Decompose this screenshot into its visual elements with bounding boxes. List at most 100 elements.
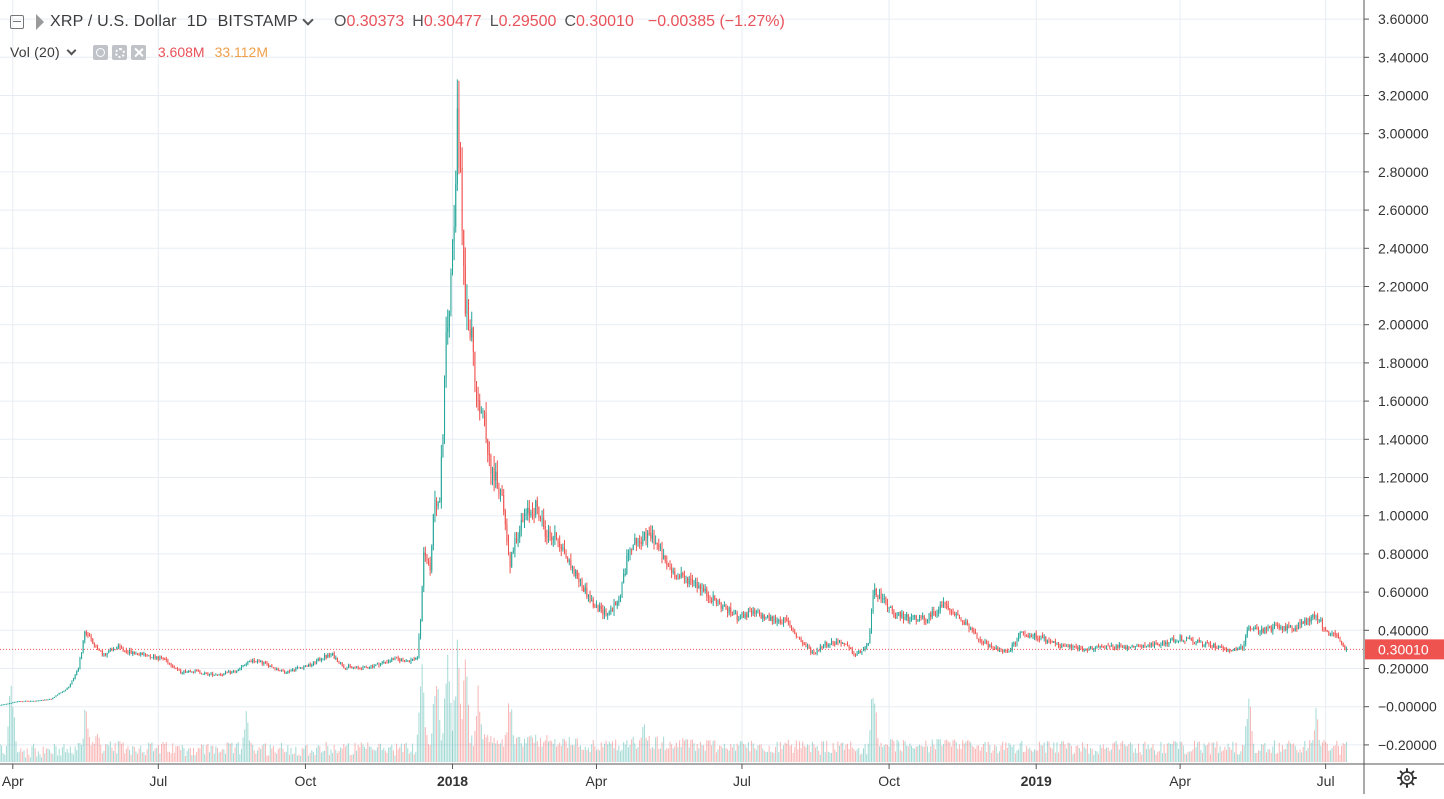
candle-body — [1094, 647, 1096, 650]
time-axis[interactable]: Apr Jul Oct 2018 Apr Jul Oct 2019 Apr Jul — [2, 764, 1335, 789]
candle-body — [133, 651, 135, 655]
volume-bar — [149, 744, 151, 762]
volume-bar — [922, 746, 924, 762]
volume-bar — [631, 739, 633, 762]
volume-bar — [218, 752, 220, 762]
volume-bar — [1134, 748, 1136, 762]
candle-body — [856, 653, 858, 656]
candle-body — [1307, 618, 1309, 625]
volume-bar — [795, 740, 797, 762]
candle-body — [1016, 639, 1018, 645]
candle-body — [61, 691, 63, 693]
candle-body — [124, 650, 126, 652]
volume-bar — [122, 742, 124, 762]
volume-bar — [663, 736, 665, 762]
candle-body — [1067, 645, 1069, 647]
volume-bar — [437, 689, 439, 762]
volume-bar — [591, 744, 593, 762]
candle-body — [1213, 643, 1215, 648]
volume-bar — [741, 741, 743, 762]
candle-body — [383, 661, 385, 663]
volume-bar — [404, 743, 406, 762]
volume-bar — [506, 732, 508, 762]
candle-body — [461, 168, 463, 231]
candle-body — [624, 573, 626, 575]
volume-bar — [1149, 749, 1151, 762]
volume-bar — [864, 744, 866, 762]
candle-body — [751, 611, 753, 615]
candle-body — [1275, 624, 1277, 626]
candle-body — [327, 654, 329, 658]
candle-body — [687, 577, 689, 585]
gear-icon[interactable] — [1397, 768, 1417, 788]
candle-body — [368, 667, 370, 669]
volume-bar — [133, 746, 135, 762]
volume-bar — [605, 740, 607, 762]
volume-bar — [189, 747, 191, 762]
volume-bar — [135, 751, 137, 762]
volume-bar — [1195, 747, 1197, 762]
volume-bar — [533, 742, 535, 762]
candle-body — [783, 617, 785, 624]
candle-body — [482, 411, 484, 413]
candle-body — [610, 608, 612, 612]
candle-body — [234, 671, 236, 673]
volume-bar — [755, 750, 757, 762]
volume-bar — [1259, 750, 1261, 762]
candle-body — [468, 299, 470, 330]
candle-body — [212, 673, 214, 676]
candle-body — [619, 596, 621, 601]
candle-body — [220, 674, 222, 676]
volume-bar — [1289, 743, 1291, 762]
volume-bar — [1211, 742, 1213, 762]
candle-body — [1232, 650, 1234, 652]
price-axis[interactable]: 3.600003.400003.200003.000002.800002.600… — [1364, 11, 1437, 753]
volume-bar — [607, 744, 609, 762]
volume-bar — [624, 744, 626, 762]
candle-body — [642, 538, 644, 544]
volume-bar — [647, 740, 649, 762]
candle-body — [1240, 646, 1242, 649]
volume-bar — [1106, 747, 1108, 762]
volume-bar — [1165, 752, 1167, 762]
volume-bar — [1345, 741, 1347, 762]
volume-bar — [178, 745, 180, 762]
candle-body — [224, 672, 226, 674]
candle-body — [93, 643, 95, 646]
volume-bar — [1227, 743, 1229, 762]
volume-bar — [1278, 742, 1280, 762]
candle-body — [1003, 649, 1005, 652]
volume-bar — [370, 746, 372, 762]
candle-body — [1197, 639, 1199, 642]
volume-bar — [1130, 742, 1132, 762]
candle-body — [116, 647, 118, 650]
volume-bar — [117, 741, 119, 762]
price-tick-label: 1.40000 — [1378, 431, 1429, 447]
volume-bar — [469, 742, 471, 762]
volume-bar — [162, 742, 164, 762]
candle-body — [444, 377, 446, 435]
volume-bar — [1229, 747, 1231, 762]
candle-body — [1270, 626, 1272, 632]
candle-body — [13, 701, 15, 703]
volume-bar — [1086, 743, 1088, 762]
volume-bar — [555, 746, 557, 762]
candle-body — [452, 241, 454, 273]
candle-body — [138, 654, 140, 656]
candle-body — [298, 667, 300, 669]
candle-body — [322, 658, 324, 660]
volume-bar — [960, 748, 962, 762]
candle-body — [966, 622, 968, 624]
volume-bar — [949, 742, 951, 762]
candle-body — [947, 605, 949, 609]
volume-bar — [690, 739, 692, 762]
candle-body — [647, 532, 649, 540]
candle-body — [448, 311, 450, 328]
candle-body — [679, 575, 681, 578]
candle-body — [207, 673, 209, 676]
candle-body — [525, 513, 527, 516]
volume-bar — [792, 752, 794, 762]
volume-bar — [1101, 747, 1103, 762]
